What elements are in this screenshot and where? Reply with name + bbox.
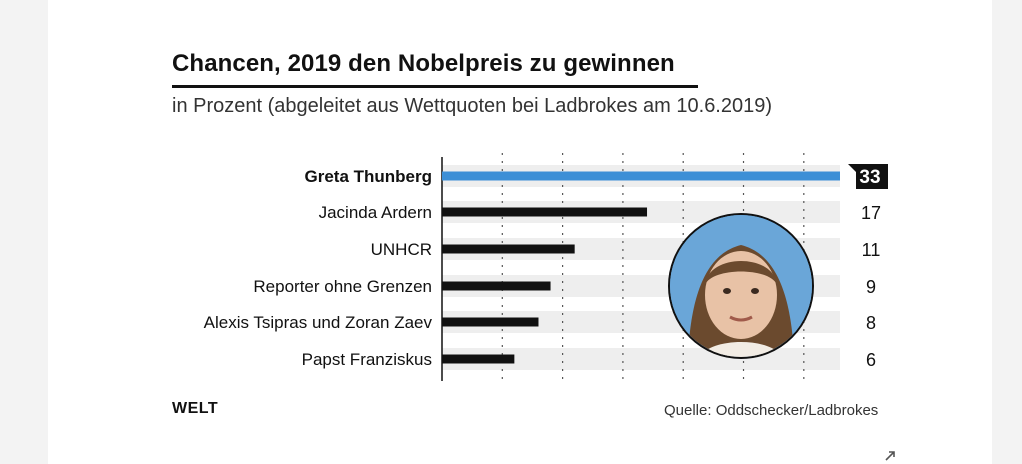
value-label: 9 [866,277,876,297]
category-label: Alexis Tsipras und Zoran Zaev [204,313,433,332]
chart-card [48,0,992,464]
bar [442,281,551,291]
source-note: Quelle: Oddschecker/Ladbrokes [664,402,879,419]
bar [442,207,648,217]
welt-logo: WELT [172,400,219,417]
category-label: Greta Thunberg [304,167,432,186]
category-label: Jacinda Ardern [319,203,432,222]
value-label: 11 [862,240,881,260]
value-label: 17 [861,203,881,223]
bar [442,354,515,364]
value-label: 6 [866,350,876,370]
portrait-photo [668,213,814,359]
value-badge [848,164,888,189]
value-label: 8 [866,313,876,333]
expand-arrow-icon[interactable] [882,448,898,464]
category-label: UNHCR [371,240,432,259]
title-underline [172,85,698,88]
chart-title: Chancen, 2019 den Nobelpreis zu gewinnen [172,50,675,77]
bar [442,317,539,327]
category-label: Papst Franziskus [302,350,432,369]
value-label: 33 [859,167,880,188]
bar [442,171,840,181]
portrait-illustration [670,215,812,357]
bar [442,244,575,254]
category-label: Reporter ohne Grenzen [253,277,432,296]
chart-subtitle: in Prozent (abgeleitet aus Wettquoten be… [172,95,773,117]
